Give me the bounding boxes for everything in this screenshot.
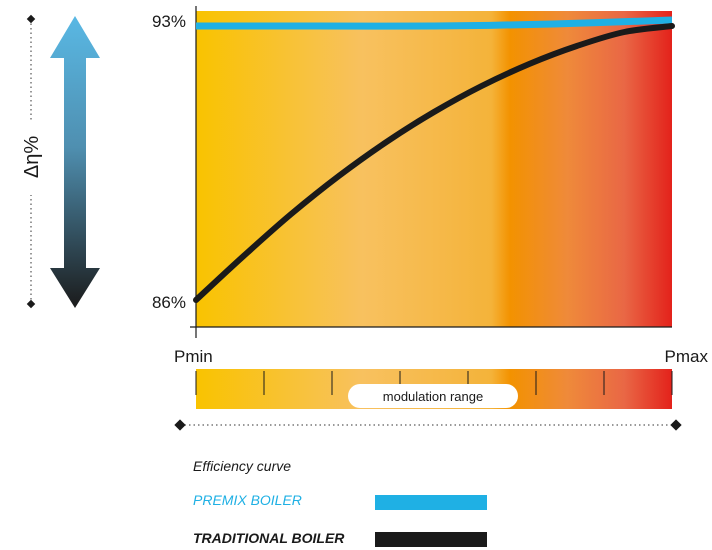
legend-title: Efficiency curve (193, 458, 292, 474)
legend-swatch-premix (375, 495, 487, 510)
delta-diamond-top (26, 14, 36, 24)
delta-diamond-bottom (26, 299, 36, 309)
delta-double-arrow (50, 16, 100, 308)
modulation-range-pill (348, 384, 518, 408)
y-tick-label-bottom: 86% (152, 293, 186, 312)
delta-label-background (20, 120, 42, 195)
legend-label-premix: PREMIX BOILER (193, 492, 302, 508)
plot-background (196, 11, 672, 327)
modulation-range-label: modulation range (383, 389, 483, 404)
x-tick-label-max: Pmax (665, 347, 709, 366)
range-diamond-left (174, 419, 186, 431)
y-tick-label-top: 93% (152, 12, 186, 31)
delta-eta-label: Δη% (21, 136, 43, 178)
legend-label-traditional: TRADITIONAL BOILER (193, 530, 345, 546)
series-line-premix (195, 16, 673, 30)
x-tick-label-min: Pmin (174, 347, 213, 366)
series-line-traditional (193, 23, 675, 303)
range-diamond-right (670, 419, 682, 431)
legend-swatch-traditional (375, 532, 487, 547)
